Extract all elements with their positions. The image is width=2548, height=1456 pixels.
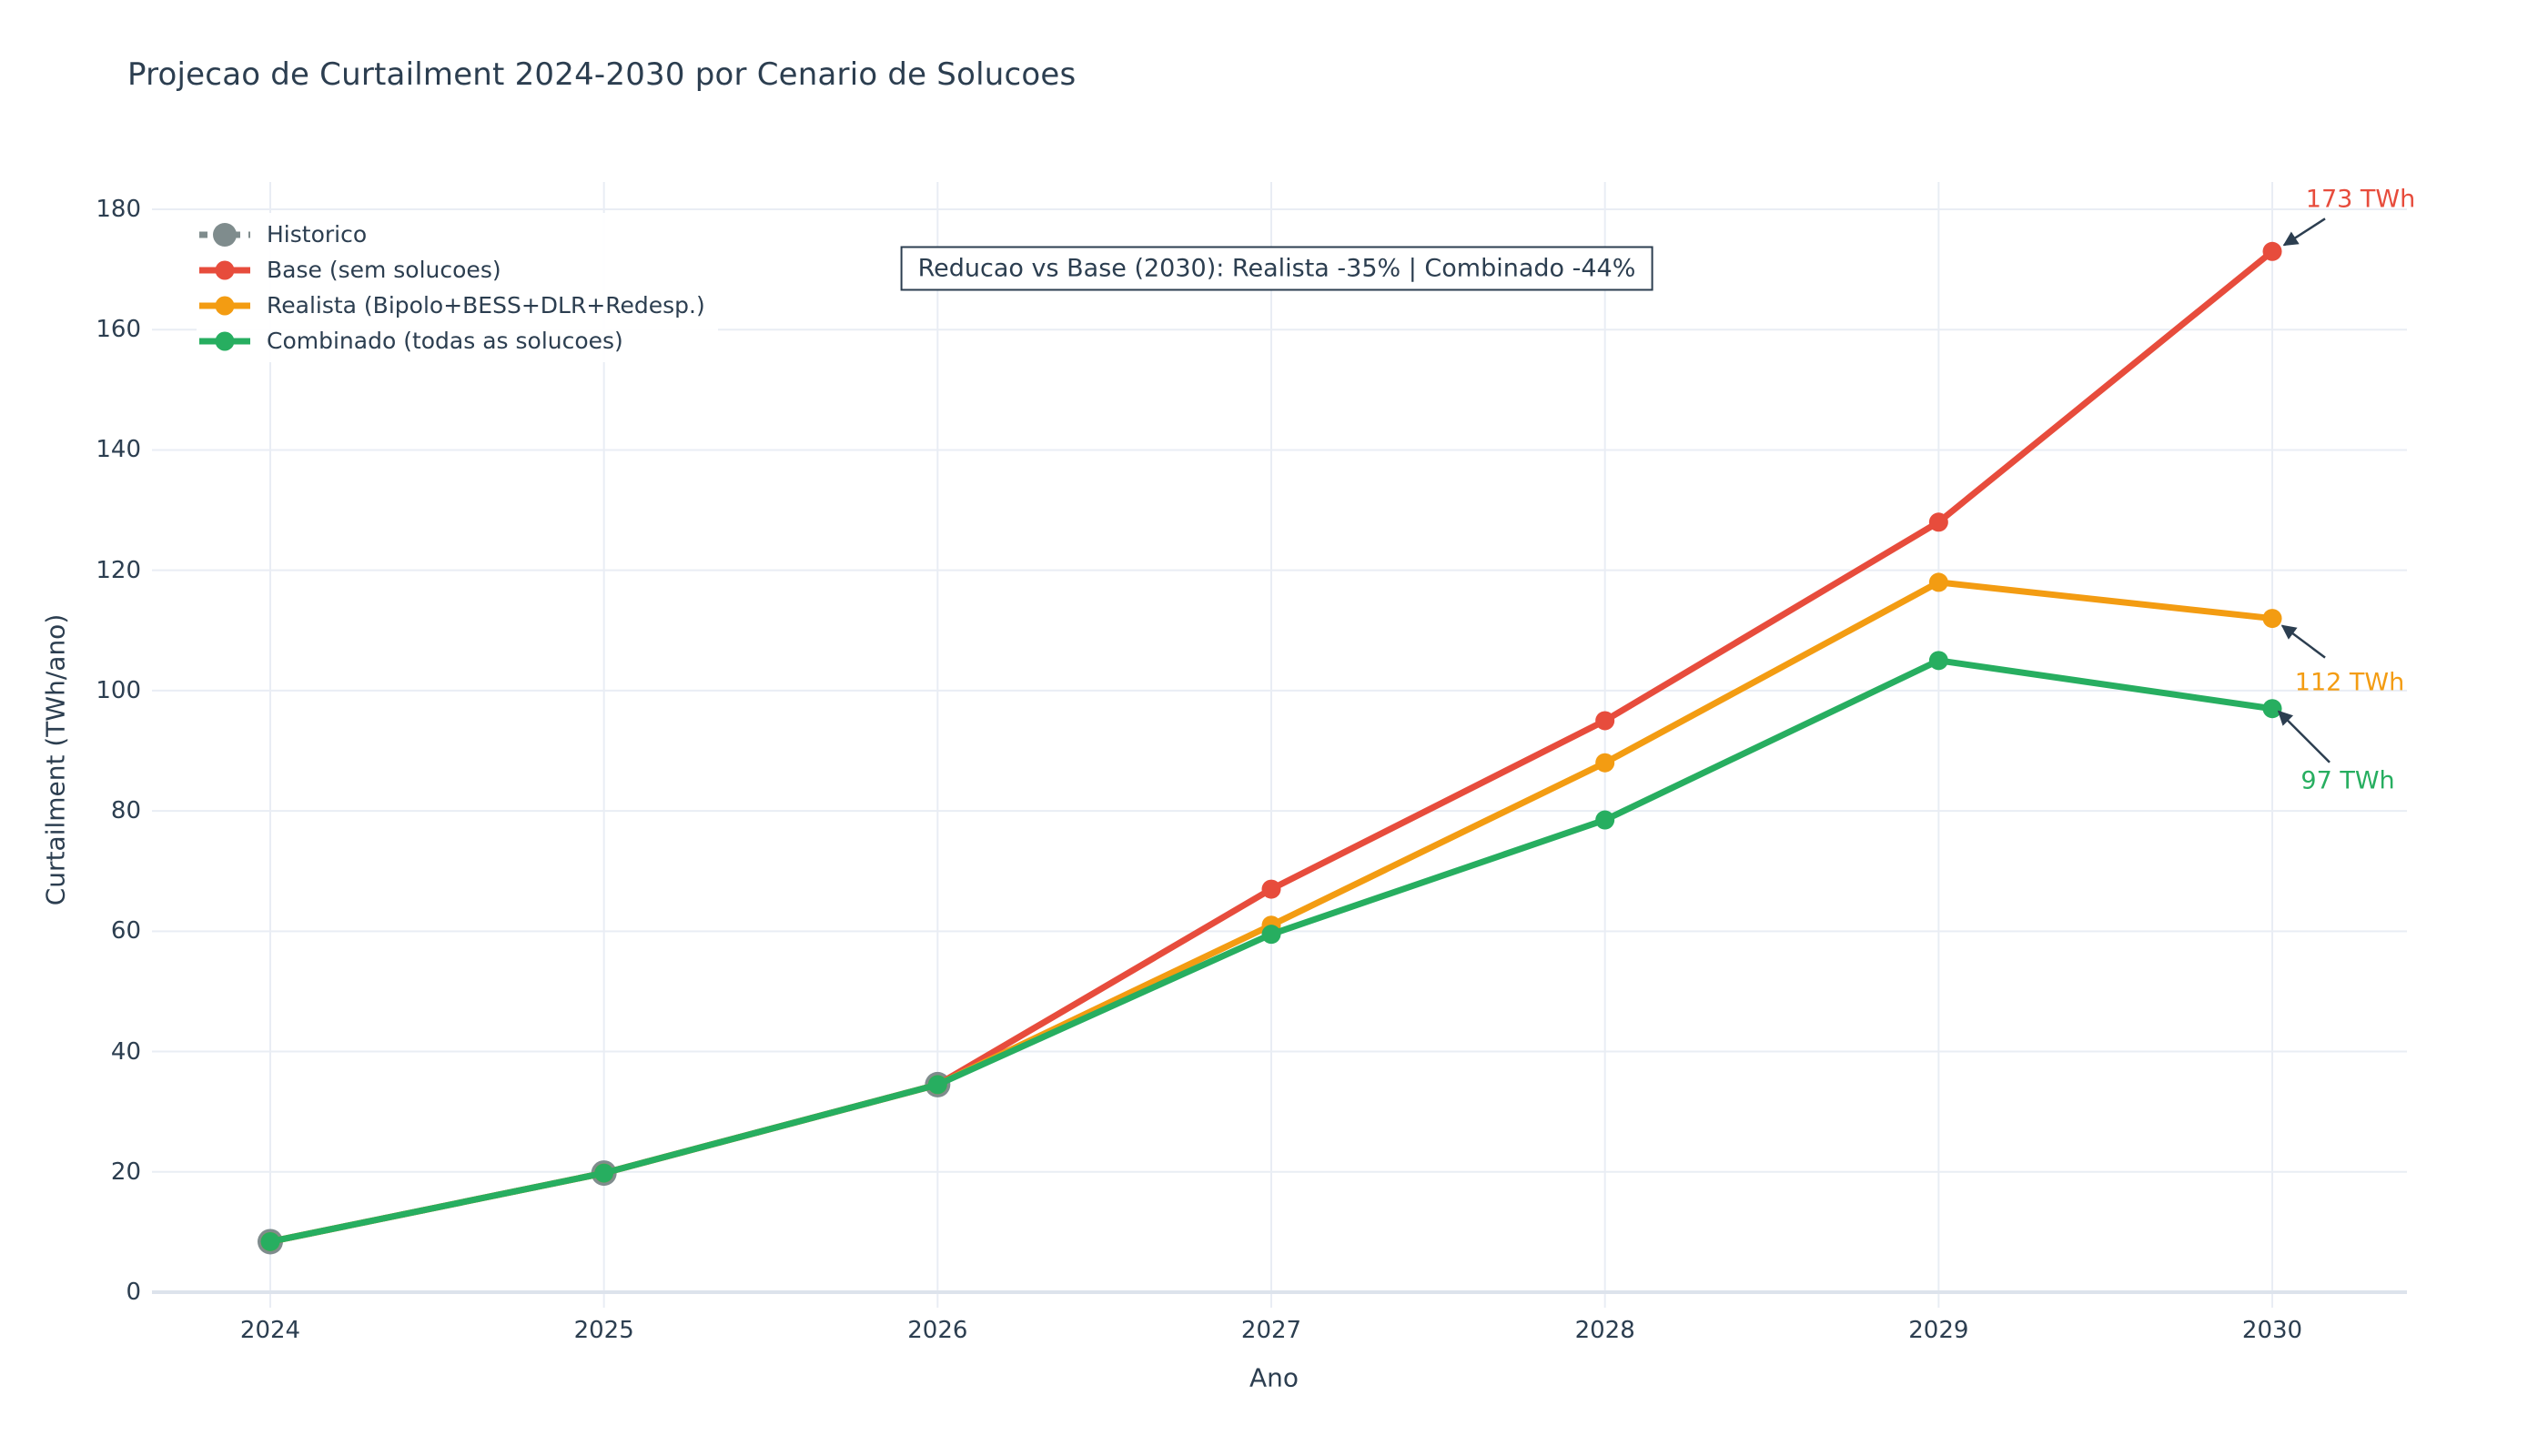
annotation-arrow — [2277, 710, 2331, 763]
data-point-combinado-todas-as-solucoes — [1928, 651, 1948, 671]
data-point-combinado-todas-as-solucoes — [260, 1231, 280, 1251]
annotation-arrow — [2282, 217, 2326, 247]
x-tick-label: 2025 — [573, 1317, 634, 1344]
y-tick-label: 20 — [110, 1158, 141, 1186]
legend-marker-sample — [215, 331, 235, 350]
y-tick-label: 80 — [110, 797, 141, 825]
x-tick-label: 2026 — [907, 1317, 968, 1344]
y-tick-label: 40 — [110, 1037, 141, 1066]
x-tick-label: 2024 — [239, 1317, 301, 1344]
legend-item-historico[interactable]: Historico — [198, 217, 705, 252]
legend-label-base: Base (sem solucoes) — [267, 257, 501, 283]
data-point-realista-bipolo-bess-dlr-redesp — [1928, 572, 1948, 592]
end-label-realista: 112 TWh — [2294, 668, 2405, 697]
reduction-annotation-box: Reducao vs Base (2030): Realista -35% | … — [900, 246, 1653, 291]
y-tick-label: 0 — [126, 1279, 141, 1306]
data-point-combinado-todas-as-solucoes — [927, 1075, 947, 1095]
data-point-base-sem-solucoes — [2262, 241, 2282, 261]
y-tick-label: 120 — [96, 556, 141, 584]
x-tick-label: 2030 — [2241, 1317, 2303, 1344]
data-point-base-sem-solucoes — [1595, 711, 1615, 731]
legend-swatch-historico — [198, 220, 251, 249]
data-point-combinado-todas-as-solucoes — [594, 1163, 614, 1183]
legend-item-realista[interactable]: Realista (Bipolo+BESS+DLR+Redesp.) — [198, 288, 705, 323]
data-point-realista-bipolo-bess-dlr-redesp — [1595, 753, 1615, 773]
data-point-combinado-todas-as-solucoes — [2262, 699, 2282, 719]
end-label-base: 173 TWh — [2305, 185, 2416, 214]
x-axis-title: Ano — [1249, 1362, 1299, 1393]
legend-marker-sample — [215, 296, 235, 315]
data-point-combinado-todas-as-solucoes — [1261, 925, 1281, 945]
chart-title: Projecao de Curtailment 2024-2030 por Ce… — [127, 56, 1077, 93]
legend-item-base[interactable]: Base (sem solucoes) — [198, 252, 705, 288]
data-point-realista-bipolo-bess-dlr-redesp — [2262, 609, 2282, 629]
x-tick-label: 2029 — [1908, 1317, 1969, 1344]
legend-marker-sample — [213, 222, 237, 247]
x-tick-label: 2028 — [1574, 1317, 1635, 1344]
legend-item-combinado[interactable]: Combinado (todas as solucoes) — [198, 323, 705, 359]
legend-swatch-base — [198, 256, 251, 285]
y-tick-label: 140 — [96, 436, 141, 464]
y-tick-label: 100 — [96, 676, 141, 704]
legend-label-historico: Historico — [267, 221, 368, 248]
data-point-base-sem-solucoes — [1261, 879, 1281, 899]
y-tick-label: 160 — [96, 316, 141, 344]
data-point-base-sem-solucoes — [1928, 512, 1948, 532]
series-combinado-todas-as-solucoes — [260, 651, 2282, 1251]
y-axis-title: Curtailment (TWh/ano) — [40, 613, 71, 906]
legend-label-realista: Realista (Bipolo+BESS+DLR+Redesp.) — [267, 292, 705, 318]
legend-marker-sample — [215, 260, 235, 279]
legend: Historico Base (sem solucoes) Realista (… — [197, 213, 718, 362]
x-tick-label: 2027 — [1240, 1317, 1302, 1344]
annotation-arrow — [2280, 624, 2326, 659]
legend-swatch-realista — [198, 291, 251, 320]
legend-swatch-combinado — [198, 327, 251, 356]
y-tick-label: 180 — [96, 196, 141, 224]
end-label-combinado: 97 TWh — [2300, 766, 2395, 795]
y-tick-label: 60 — [110, 917, 141, 945]
legend-label-combinado: Combinado (todas as solucoes) — [267, 328, 623, 354]
data-point-combinado-todas-as-solucoes — [1595, 810, 1615, 830]
